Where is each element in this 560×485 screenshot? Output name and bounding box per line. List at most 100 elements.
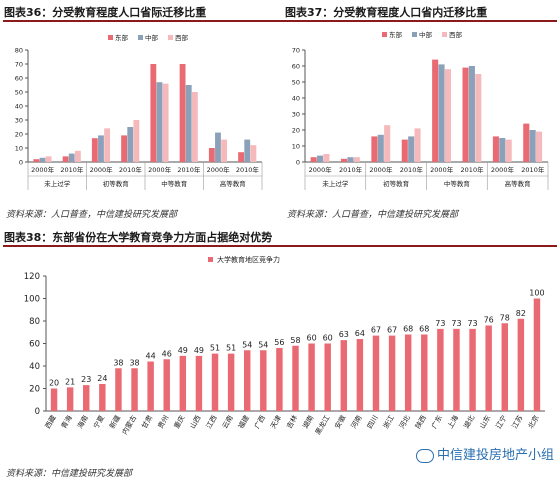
x-tick-label-西藏: 西藏 [43,414,58,431]
bar-东部-5 [462,67,469,162]
x-tick-label-北京: 北京 [526,414,541,431]
bar-东部-0 [310,157,317,162]
y-tick-label: 120 [24,272,40,282]
x-tick-label-重庆: 重庆 [172,414,187,431]
bar-中部-0 [316,155,324,162]
legend-swatch [208,257,213,262]
x-tick-label: 2000年 [90,165,114,174]
bar-江苏 [517,318,525,411]
data-label-甘肃: 44 [146,352,156,361]
bar-东部-4 [432,59,439,162]
x-tick-label-湖南: 湖南 [301,414,316,431]
bar-内蒙古 [131,368,138,411]
bar-中部-4 [156,82,163,162]
data-label-黑龙江: 60 [323,334,333,343]
bar-西部-5 [475,74,482,162]
y-tick-label: 40 [15,103,23,111]
figure-37-title: 图表37：分受教育程度人口省内迁移比重 [285,6,488,19]
x-tick-label-青海: 青海 [59,414,74,431]
x-tick-label-山西: 山西 [188,414,203,431]
x-tick-label-广西: 广西 [252,414,267,431]
bar-四川 [372,335,380,411]
bar-东部-0 [33,159,40,162]
y-tick-label: 80 [29,317,40,327]
bar-西部-1 [74,150,81,162]
group-label: 初等教育 [383,179,410,188]
group-label: 中等教育 [444,179,471,188]
data-label-河北: 68 [403,325,413,334]
data-label-贵州: 46 [162,349,172,358]
bar-中部-7 [529,130,536,162]
bar-宁夏 [99,384,106,411]
data-label-云南: 51 [226,344,236,353]
watermark-text: 中信建投房地产小组 [436,448,554,463]
bar-西部-1 [353,157,360,162]
x-tick-label: 2000年 [309,165,333,174]
x-tick-label-河北: 河北 [398,414,412,430]
legend-swatch-中部 [138,35,143,40]
y-tick-label: 30 [15,117,23,125]
y-tick-label: 0 [296,159,300,167]
bar-中部-0 [39,157,46,162]
bar-西部-7 [250,145,257,162]
bar-福建 [243,350,251,411]
legend-swatch-西部 [168,35,173,40]
data-label-陕西: 68 [419,325,429,334]
bar-吉林 [292,345,299,411]
bar-山西 [195,355,203,411]
bar-中部-5 [185,85,192,162]
x-tick-label-福建: 福建 [236,414,251,431]
group-label: 未上过学 [44,179,71,188]
bar-中部-2 [377,134,384,162]
title-rule-top [3,20,557,22]
bar-中部-4 [438,64,445,162]
x-tick-label: 2000年 [148,165,172,174]
x-tick-label-四川: 四川 [366,414,380,430]
x-tick-label-陕西: 陕西 [413,414,428,431]
bar-上海 [453,328,460,411]
bar-东部-1 [340,158,348,162]
data-label-宁夏: 24 [97,374,107,383]
bar-东部-2 [371,136,378,162]
data-label-重庆: 49 [178,346,188,355]
y-tick-label: 50 [292,79,300,87]
data-label-山东: 76 [484,316,494,325]
data-label-北京: 100 [529,289,544,298]
data-label-新疆: 38 [113,358,123,367]
y-tick-label: 0 [35,407,40,417]
data-label-青海: 21 [65,377,75,386]
y-tick-label: 40 [29,362,40,372]
bar-广东 [437,328,444,411]
x-tick-label-宁夏: 宁夏 [91,414,106,431]
legend-label: 大学教育地区竞争力 [217,255,280,264]
legend-label-东部: 东部 [115,33,129,42]
title-rule-bottom [3,245,557,247]
x-tick-label-辽宁: 辽宁 [494,414,509,431]
x-tick-label-河南: 河南 [349,414,364,431]
bar-辽宁 [501,323,508,411]
x-tick-label: 2000年 [31,165,55,174]
bar-陕西 [421,334,428,411]
y-tick-label: 20 [29,385,40,395]
bar-中部-6 [499,138,506,162]
bar-东部-6 [208,148,215,162]
bar-天津 [276,348,283,411]
bar-西部-6 [221,139,228,162]
x-tick-label-甘肃: 甘肃 [140,414,155,431]
source-note-right: 资料来源：人口普查，中信建投研究发展部 [287,210,459,220]
group-label: 高等教育 [220,179,247,188]
bar-北京 [533,298,541,411]
x-tick-label: 2010年 [119,165,143,174]
source-note-left: 资料来源：人口普查，中信建投研究发展部 [6,210,178,220]
x-tick-label: 2000年 [491,165,515,174]
bar-东部-5 [179,64,186,162]
bar-中部-7 [244,139,251,162]
data-label-海南: 23 [81,375,91,384]
y-tick-label: 40 [292,95,300,103]
group-label: 高等教育 [505,179,532,188]
bar-中部-2 [98,135,104,162]
bar-山东 [485,325,492,411]
bar-西部-2 [104,128,111,162]
data-label-湖北: 73 [467,319,477,328]
x-tick-label: 2010年 [236,165,260,174]
